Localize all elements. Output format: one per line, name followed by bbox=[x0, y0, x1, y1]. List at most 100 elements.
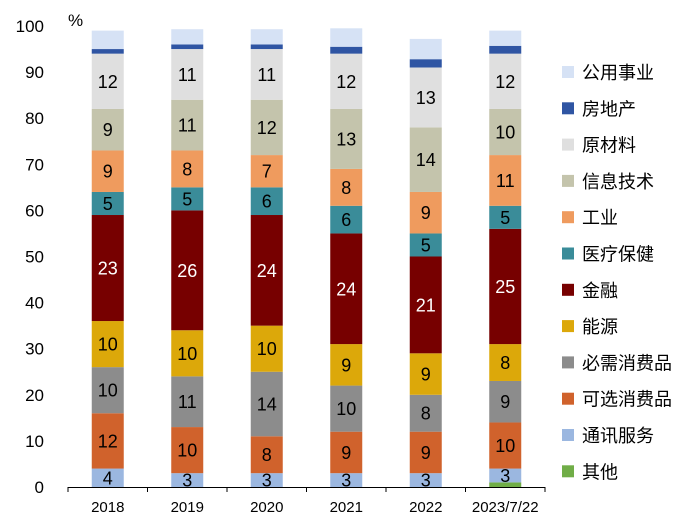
bar-segment bbox=[489, 205, 522, 229]
data-label: 10 bbox=[98, 335, 118, 355]
data-label: 12 bbox=[98, 431, 118, 451]
bar-segment bbox=[409, 233, 442, 257]
bar-segment bbox=[330, 53, 363, 109]
bar-segment bbox=[409, 256, 442, 354]
y-axis-unit: % bbox=[68, 11, 83, 30]
data-label: 12 bbox=[257, 118, 277, 138]
y-tick-label: 90 bbox=[25, 63, 44, 82]
data-label: 11 bbox=[178, 65, 197, 85]
legend-swatch bbox=[562, 102, 574, 115]
bar-segment bbox=[91, 49, 124, 54]
bar-segment bbox=[250, 187, 283, 216]
bar-segment bbox=[489, 468, 522, 483]
axes: 0 10 20 30 40 50 60 70 80 90 100 % 2018 2019 2020 2021 2… bbox=[16, 11, 546, 516]
x-tick-label: 2022 bbox=[409, 499, 442, 516]
bars: 4 12 10 10 23 5 9 9 12 3 10 11 10 26 5 8 11 11 3 8 14 10 24 6 7 1… bbox=[91, 28, 522, 491]
bar-segment bbox=[409, 191, 442, 234]
bar-segment bbox=[171, 376, 204, 428]
data-label: 4 bbox=[103, 468, 113, 488]
legend-label: 原材料 bbox=[582, 136, 636, 156]
data-label: 21 bbox=[416, 295, 436, 315]
data-label: 5 bbox=[103, 194, 113, 214]
legend-label: 必需消费品 bbox=[582, 353, 672, 373]
data-label: 10 bbox=[495, 436, 515, 456]
bar-segment bbox=[409, 431, 442, 474]
legend-swatch bbox=[562, 211, 574, 224]
bar-segment bbox=[489, 228, 522, 345]
bar-segment bbox=[489, 482, 522, 487]
legend-swatch bbox=[562, 174, 574, 187]
bar-segment bbox=[489, 380, 522, 423]
legend-label: 房地产 bbox=[582, 99, 636, 119]
y-tick-label: 100 bbox=[16, 17, 44, 36]
y-tick-label: 50 bbox=[25, 248, 44, 267]
data-label: 12 bbox=[336, 72, 356, 92]
data-label: 23 bbox=[98, 259, 118, 279]
data-label: 8 bbox=[182, 159, 192, 179]
data-label: 24 bbox=[257, 261, 277, 281]
data-label: 24 bbox=[336, 279, 356, 299]
y-tick-label: 70 bbox=[25, 155, 44, 174]
bar-segment bbox=[330, 108, 363, 169]
data-label: 10 bbox=[257, 339, 277, 359]
data-label: 9 bbox=[421, 365, 431, 385]
legend-swatch bbox=[562, 247, 574, 260]
x-tick-label: 2021 bbox=[330, 499, 363, 516]
bar-segment bbox=[91, 321, 124, 368]
data-label: 10 bbox=[98, 381, 118, 401]
legend-swatch bbox=[562, 320, 574, 333]
data-label: 10 bbox=[177, 344, 197, 364]
legend-swatch bbox=[562, 138, 574, 151]
legend-label: 信息技术 bbox=[582, 172, 654, 192]
bar-segment bbox=[330, 385, 363, 432]
data-label: 9 bbox=[421, 443, 431, 463]
data-label: 9 bbox=[341, 355, 351, 375]
bar-segment bbox=[330, 344, 363, 386]
bar-segment bbox=[250, 436, 283, 474]
legend-label: 通讯服务 bbox=[582, 426, 654, 446]
legend-label: 能源 bbox=[582, 317, 618, 337]
bar-segment bbox=[171, 210, 204, 331]
bar-segment bbox=[91, 150, 124, 192]
data-label: 25 bbox=[495, 277, 515, 297]
bar-segment bbox=[250, 325, 283, 372]
data-label: 8 bbox=[421, 404, 431, 424]
bar-segment bbox=[91, 191, 124, 216]
bar-segment bbox=[250, 29, 283, 45]
data-label: 12 bbox=[98, 72, 118, 92]
bar-segment bbox=[91, 468, 124, 487]
data-label: 9 bbox=[341, 443, 351, 463]
data-label: 8 bbox=[500, 353, 510, 373]
data-label: 11 bbox=[496, 171, 515, 191]
data-label: 3 bbox=[500, 466, 510, 486]
data-label: 14 bbox=[416, 150, 436, 170]
bar-segment bbox=[409, 353, 442, 395]
bar-segment bbox=[250, 155, 283, 188]
bar-segment bbox=[409, 394, 442, 432]
legend-label: 医疗保健 bbox=[582, 245, 654, 265]
data-label: 3 bbox=[182, 471, 192, 491]
data-label: 11 bbox=[178, 116, 197, 136]
data-label: 10 bbox=[177, 441, 197, 461]
legend-label: 金融 bbox=[582, 281, 618, 301]
y-tick-label: 80 bbox=[25, 109, 44, 128]
data-label: 5 bbox=[421, 235, 431, 255]
data-label: 3 bbox=[262, 471, 272, 491]
bar-segment bbox=[91, 367, 124, 414]
data-label: 8 bbox=[341, 178, 351, 198]
bar-segment bbox=[330, 233, 363, 345]
bar-segment bbox=[250, 215, 283, 326]
bar-segment bbox=[330, 205, 363, 234]
bar-segment bbox=[330, 28, 363, 47]
bar-segment bbox=[91, 413, 124, 469]
bar-segment bbox=[489, 155, 522, 206]
data-label: 5 bbox=[500, 208, 510, 228]
x-tick-label: 2023/7/22 bbox=[472, 499, 539, 516]
bar-segment bbox=[250, 99, 283, 156]
data-label: 7 bbox=[262, 162, 272, 182]
bar-segment bbox=[409, 473, 442, 487]
y-tick-label: 20 bbox=[25, 386, 44, 405]
x-tick-label: 2019 bbox=[171, 499, 204, 516]
data-label: 13 bbox=[336, 129, 356, 149]
